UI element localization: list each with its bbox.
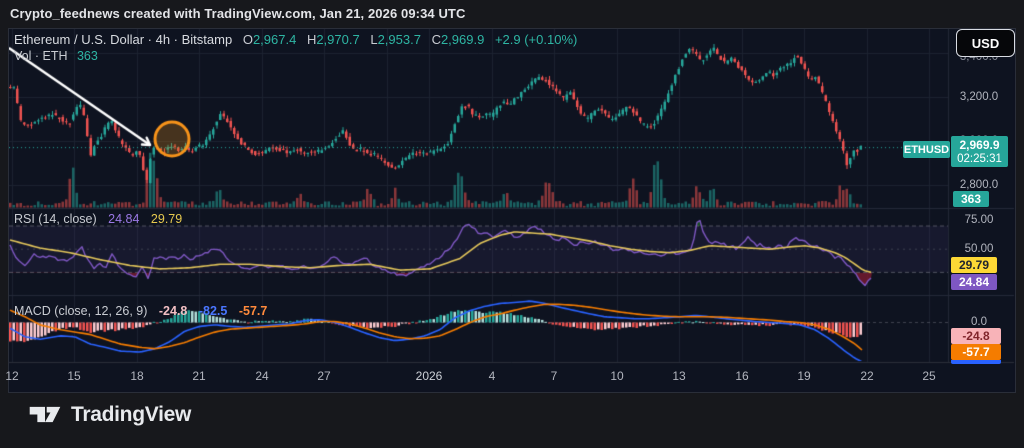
symbol-title: Ethereum / U.S. Dollar · 4h · Bitstamp [14, 32, 233, 47]
rsi-level-label: 75.00 [964, 214, 994, 226]
time-axis-label: 10 [610, 369, 624, 383]
high-value: 2,970.7 [316, 32, 360, 47]
macd-signal-value: -57.7 [238, 304, 268, 318]
rsi-ma-value: 29.79 [150, 212, 183, 226]
volume-tag: 363 [953, 191, 989, 207]
time-axis-label: 12 [5, 369, 19, 383]
volume-label: Vol · ETH [14, 49, 68, 63]
tradingview-logo-icon[interactable] [28, 401, 62, 428]
chart-canvas[interactable] [9, 29, 1015, 392]
time-axis-label: 19 [797, 369, 811, 383]
time-axis-label: 24 [255, 369, 269, 383]
header-bar: Crypto_feednews created with TradingView… [0, 0, 1024, 28]
macd-line-tag [951, 360, 1001, 364]
open-label: O [242, 32, 253, 47]
macd-label: MACD (close, 12, 26, 9) [14, 304, 148, 318]
time-axis-label: 2026 [415, 369, 443, 383]
symbol-info-row: Ethereum / U.S. Dollar · 4h · Bitstamp O… [14, 32, 577, 47]
macd-info-row: MACD (close, 12, 26, 9) -24.8 -82.5 -57.… [14, 304, 267, 318]
volume-value: 363 [76, 49, 98, 63]
time-axis-label: 21 [192, 369, 206, 383]
price-axis-label: 3,200.0 [959, 91, 999, 103]
last-price-value: 2,969.9 [959, 137, 1000, 152]
rsi-ma-tag: 29.79 [951, 257, 997, 273]
open-value: 2,967.4 [252, 32, 297, 47]
low-label: L [370, 32, 378, 47]
rsi-info-row: RSI (14, close) 24.84 29.79 [14, 212, 182, 226]
attribution-text: Crypto_feednews created with TradingView… [10, 6, 466, 21]
time-axis-label: 22 [860, 369, 874, 383]
macd-line-value: -82.5 [198, 304, 228, 318]
close-value: 2,969.9 [440, 32, 485, 47]
rsi-value: 24.84 [108, 212, 140, 226]
bar-countdown: 02:25:31 [957, 152, 1002, 165]
ticker-tag: ETHUSD [903, 141, 950, 158]
footer-bar: TradingView [28, 401, 191, 428]
price-axis-label: 2,800.0 [959, 179, 999, 191]
rsi-level-label: 50.00 [964, 243, 994, 255]
time-axis-label: 18 [130, 369, 144, 383]
macd-hist-value: -24.8 [158, 304, 188, 318]
low-value: 2,953.7 [377, 32, 421, 47]
time-axis-label: 15 [67, 369, 81, 383]
tradingview-wordmark[interactable]: TradingView [71, 402, 192, 426]
macd-signal-tag: -57.7 [951, 344, 1001, 360]
last-price-tag: 2,969.9 02:25:31 [951, 136, 1008, 167]
time-axis-label: 13 [672, 369, 686, 383]
macd-hist-tag: -24.8 [951, 328, 1001, 344]
volume-info-row: Vol · ETH 363 [14, 49, 98, 63]
time-axis-label: 25 [922, 369, 936, 383]
currency-toggle-button[interactable]: USD [956, 29, 1015, 57]
change-value: +2.9 (+0.10%) [494, 32, 578, 47]
time-axis-label: 4 [488, 369, 496, 383]
rsi-value-tag: 24.84 [951, 274, 997, 290]
time-axis[interactable]: 12 15 18 21 24 27 2026 4 7 10 13 16 19 22 25 [0, 362, 1024, 391]
rsi-label: RSI (14, close) [14, 212, 97, 226]
time-axis-label: 27 [317, 369, 331, 383]
macd-zero-label: 0.0 [971, 316, 987, 328]
time-axis-label: 7 [550, 369, 558, 383]
close-label: C [431, 32, 441, 47]
high-label: H [306, 32, 317, 47]
time-axis-label: 16 [735, 369, 749, 383]
